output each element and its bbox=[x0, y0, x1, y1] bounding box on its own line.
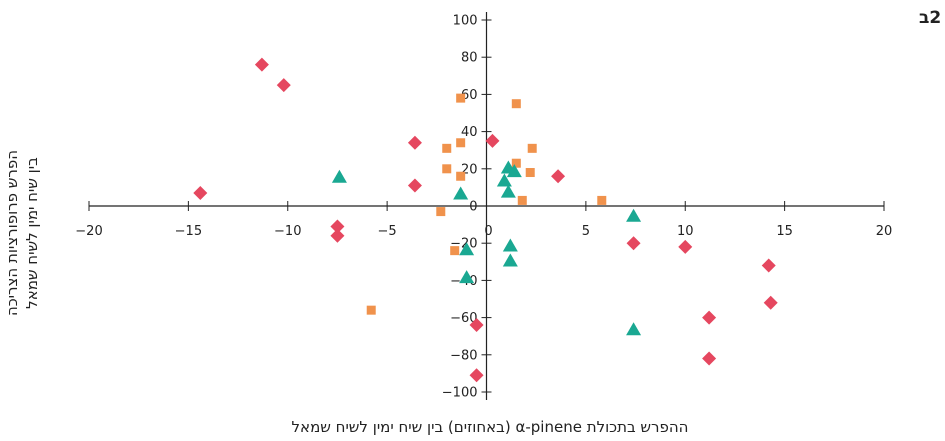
diamond-point bbox=[276, 78, 291, 93]
x-tick-label: 0 bbox=[484, 224, 492, 239]
y-tick-label: 80 bbox=[461, 51, 478, 66]
diamond-point bbox=[407, 135, 422, 150]
triangle-point bbox=[500, 184, 516, 198]
square-point bbox=[442, 164, 452, 174]
diamond-point bbox=[678, 239, 693, 254]
square-point bbox=[597, 195, 607, 205]
triangle-point bbox=[626, 322, 642, 336]
diamond-point bbox=[551, 169, 566, 184]
x-tick-label: 10 bbox=[677, 224, 694, 239]
triangle-point bbox=[502, 238, 518, 252]
x-tick-label: 5 bbox=[582, 224, 590, 239]
diamond-point bbox=[330, 219, 345, 234]
triangle-point bbox=[626, 208, 642, 222]
square-point bbox=[456, 93, 466, 103]
diamond-point bbox=[702, 351, 717, 366]
square-point bbox=[366, 305, 376, 315]
y-tick-label: 40 bbox=[461, 125, 478, 140]
diamond-point bbox=[407, 178, 422, 193]
tick-labels: −20−15−10−505101520100806040200−20−40−60… bbox=[75, 14, 892, 401]
square-point bbox=[525, 168, 535, 178]
square-point bbox=[527, 143, 537, 153]
triangle-point bbox=[502, 253, 518, 267]
square-point bbox=[436, 207, 446, 217]
square-point bbox=[511, 99, 521, 109]
diamond-point bbox=[469, 368, 484, 383]
y-axis-label-line: בין שיח ימין לשיח שמאל bbox=[23, 157, 41, 309]
diamond-point bbox=[254, 57, 269, 72]
axes bbox=[88, 12, 885, 400]
square-point bbox=[511, 158, 521, 168]
x-tick-label: 20 bbox=[876, 224, 893, 239]
y-axis-label: הפרש פרופורציות הצריכה בין שיח ימין לשיח… bbox=[2, 103, 42, 363]
square-point bbox=[450, 246, 460, 256]
diamond-point bbox=[330, 228, 345, 243]
x-tick-label: −15 bbox=[175, 224, 202, 239]
x-tick-label: −20 bbox=[75, 224, 102, 239]
triangle-point bbox=[459, 270, 475, 284]
y-tick-label: 100 bbox=[453, 14, 478, 29]
diamond-point bbox=[702, 310, 717, 325]
y-tick-label: −60 bbox=[450, 311, 477, 326]
triangle-point bbox=[331, 169, 347, 183]
diamond-point bbox=[763, 295, 778, 310]
diamond-point bbox=[761, 258, 776, 273]
x-tick-label: −10 bbox=[274, 224, 301, 239]
x-axis-label: ההפרש בתכולת α-pinene (באחוזים) בין שיח … bbox=[291, 418, 689, 436]
y-tick-label: 0 bbox=[469, 200, 477, 215]
square-point bbox=[442, 143, 452, 153]
diamond-point bbox=[626, 236, 641, 251]
y-tick-label: −100 bbox=[442, 386, 478, 401]
diamond-point bbox=[485, 133, 500, 148]
x-tick-label: 15 bbox=[776, 224, 793, 239]
y-axis-label-line: הפרש פרופורציות הצריכה bbox=[3, 149, 21, 317]
diamond-point bbox=[469, 318, 484, 333]
panel-label: 2ב bbox=[919, 8, 942, 28]
triangle-point bbox=[496, 173, 512, 187]
triangle-point bbox=[459, 242, 475, 256]
square-point bbox=[517, 195, 527, 205]
triangle-point bbox=[453, 186, 469, 200]
diamond-point bbox=[193, 185, 208, 200]
x-tick-label: −5 bbox=[378, 224, 397, 239]
data-points bbox=[193, 57, 778, 383]
triangle-point bbox=[506, 164, 522, 178]
square-point bbox=[456, 138, 466, 148]
square-point bbox=[456, 171, 466, 181]
y-tick-label: −80 bbox=[450, 348, 477, 363]
